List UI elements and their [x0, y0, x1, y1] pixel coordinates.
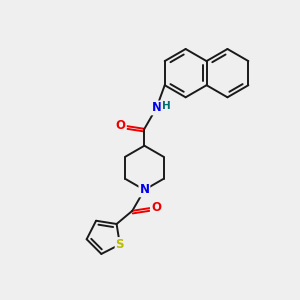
Text: S: S: [116, 238, 124, 251]
Text: O: O: [151, 201, 161, 214]
Text: H: H: [161, 101, 170, 111]
Text: O: O: [116, 119, 126, 132]
Text: N: N: [152, 101, 161, 114]
Text: N: N: [140, 183, 149, 196]
